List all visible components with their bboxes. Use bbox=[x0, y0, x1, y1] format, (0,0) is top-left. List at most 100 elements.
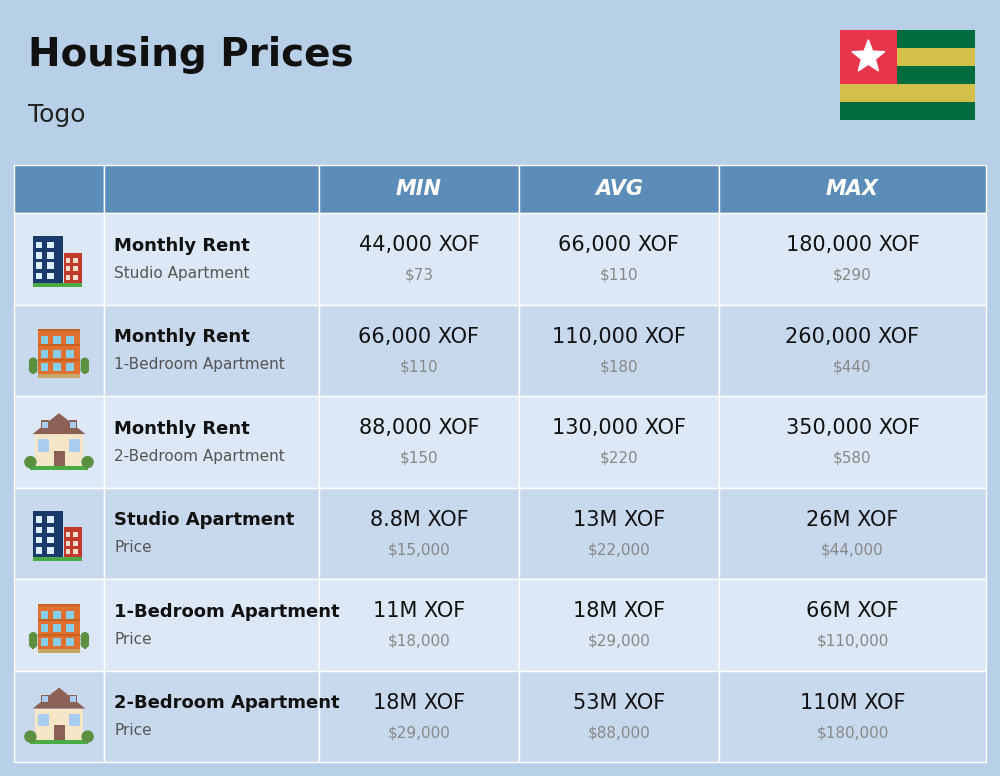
FancyBboxPatch shape bbox=[38, 329, 80, 331]
Text: 350,000 XOF: 350,000 XOF bbox=[786, 418, 920, 438]
Text: 18M XOF: 18M XOF bbox=[373, 692, 465, 712]
Text: 260,000 XOF: 260,000 XOF bbox=[785, 327, 920, 347]
FancyBboxPatch shape bbox=[53, 611, 61, 618]
Circle shape bbox=[30, 359, 37, 365]
FancyBboxPatch shape bbox=[47, 527, 54, 533]
FancyBboxPatch shape bbox=[14, 487, 104, 579]
FancyBboxPatch shape bbox=[41, 638, 48, 646]
Text: 2-Bedroom Apartment: 2-Bedroom Apartment bbox=[114, 449, 285, 464]
Text: 1-Bedroom Apartment: 1-Bedroom Apartment bbox=[114, 603, 340, 621]
Text: $73: $73 bbox=[404, 268, 434, 282]
FancyBboxPatch shape bbox=[519, 304, 719, 396]
FancyBboxPatch shape bbox=[33, 557, 82, 561]
FancyBboxPatch shape bbox=[36, 272, 42, 279]
FancyBboxPatch shape bbox=[38, 345, 80, 346]
FancyBboxPatch shape bbox=[35, 434, 83, 466]
FancyBboxPatch shape bbox=[319, 304, 519, 396]
FancyBboxPatch shape bbox=[519, 396, 719, 487]
FancyBboxPatch shape bbox=[38, 604, 80, 605]
FancyBboxPatch shape bbox=[42, 422, 48, 428]
FancyBboxPatch shape bbox=[69, 421, 77, 428]
FancyBboxPatch shape bbox=[47, 537, 54, 543]
FancyBboxPatch shape bbox=[840, 102, 975, 120]
FancyBboxPatch shape bbox=[519, 579, 719, 670]
Text: 110,000 XOF: 110,000 XOF bbox=[552, 327, 686, 347]
Text: $88,000: $88,000 bbox=[588, 726, 650, 740]
Circle shape bbox=[81, 362, 88, 369]
FancyBboxPatch shape bbox=[53, 624, 61, 632]
Circle shape bbox=[30, 362, 37, 369]
FancyBboxPatch shape bbox=[84, 643, 86, 649]
Circle shape bbox=[81, 640, 88, 647]
Text: $15,000: $15,000 bbox=[388, 542, 450, 557]
Text: 2-Bedroom Apartment: 2-Bedroom Apartment bbox=[114, 695, 340, 712]
FancyBboxPatch shape bbox=[47, 547, 54, 554]
FancyBboxPatch shape bbox=[47, 262, 54, 269]
FancyBboxPatch shape bbox=[719, 165, 986, 213]
FancyBboxPatch shape bbox=[66, 266, 70, 272]
Polygon shape bbox=[33, 688, 85, 708]
FancyBboxPatch shape bbox=[73, 266, 78, 272]
Circle shape bbox=[81, 632, 88, 640]
Circle shape bbox=[81, 636, 88, 643]
FancyBboxPatch shape bbox=[73, 549, 78, 554]
FancyBboxPatch shape bbox=[54, 725, 64, 740]
Text: 66,000 XOF: 66,000 XOF bbox=[358, 327, 480, 347]
FancyBboxPatch shape bbox=[41, 350, 48, 358]
FancyBboxPatch shape bbox=[36, 242, 42, 248]
FancyBboxPatch shape bbox=[719, 396, 986, 487]
FancyBboxPatch shape bbox=[719, 487, 986, 579]
FancyBboxPatch shape bbox=[32, 643, 34, 649]
Text: MIN: MIN bbox=[396, 179, 442, 199]
Text: 88,000 XOF: 88,000 XOF bbox=[359, 418, 479, 438]
FancyBboxPatch shape bbox=[66, 532, 70, 538]
FancyBboxPatch shape bbox=[14, 396, 104, 487]
Text: Housing Prices: Housing Prices bbox=[28, 36, 354, 74]
FancyBboxPatch shape bbox=[73, 258, 78, 263]
FancyBboxPatch shape bbox=[70, 422, 76, 428]
FancyBboxPatch shape bbox=[47, 252, 54, 258]
FancyBboxPatch shape bbox=[104, 213, 319, 304]
Text: Studio Apartment: Studio Apartment bbox=[114, 511, 294, 529]
FancyBboxPatch shape bbox=[519, 213, 719, 304]
FancyBboxPatch shape bbox=[36, 516, 42, 523]
Text: Price: Price bbox=[114, 723, 152, 739]
FancyBboxPatch shape bbox=[54, 451, 64, 466]
FancyBboxPatch shape bbox=[66, 624, 74, 632]
Text: $180,000: $180,000 bbox=[816, 726, 889, 740]
FancyBboxPatch shape bbox=[36, 527, 42, 533]
Text: $220: $220 bbox=[600, 451, 638, 466]
FancyBboxPatch shape bbox=[719, 579, 986, 670]
FancyBboxPatch shape bbox=[32, 369, 34, 375]
FancyBboxPatch shape bbox=[319, 487, 519, 579]
FancyBboxPatch shape bbox=[319, 670, 519, 762]
Text: 18M XOF: 18M XOF bbox=[573, 601, 665, 621]
FancyBboxPatch shape bbox=[35, 708, 83, 740]
FancyBboxPatch shape bbox=[69, 695, 77, 703]
FancyBboxPatch shape bbox=[36, 537, 42, 543]
FancyBboxPatch shape bbox=[840, 48, 975, 66]
Text: Studio Apartment: Studio Apartment bbox=[114, 266, 250, 281]
FancyBboxPatch shape bbox=[38, 359, 80, 361]
FancyBboxPatch shape bbox=[14, 304, 104, 396]
FancyBboxPatch shape bbox=[41, 336, 48, 345]
Text: 66,000 XOF: 66,000 XOF bbox=[558, 235, 680, 255]
FancyBboxPatch shape bbox=[30, 740, 88, 744]
FancyBboxPatch shape bbox=[66, 350, 74, 358]
FancyBboxPatch shape bbox=[14, 165, 104, 213]
FancyBboxPatch shape bbox=[47, 272, 54, 279]
Text: 44,000 XOF: 44,000 XOF bbox=[359, 235, 479, 255]
FancyBboxPatch shape bbox=[33, 236, 63, 283]
Text: 26M XOF: 26M XOF bbox=[806, 510, 899, 529]
FancyBboxPatch shape bbox=[47, 516, 54, 523]
Text: Monthly Rent: Monthly Rent bbox=[114, 328, 250, 346]
FancyBboxPatch shape bbox=[41, 421, 49, 428]
FancyBboxPatch shape bbox=[70, 696, 76, 702]
FancyBboxPatch shape bbox=[319, 396, 519, 487]
Text: MAX: MAX bbox=[826, 179, 879, 199]
FancyBboxPatch shape bbox=[33, 283, 82, 287]
FancyBboxPatch shape bbox=[719, 670, 986, 762]
Text: $150: $150 bbox=[400, 451, 438, 466]
Circle shape bbox=[25, 456, 36, 468]
FancyBboxPatch shape bbox=[66, 549, 70, 554]
